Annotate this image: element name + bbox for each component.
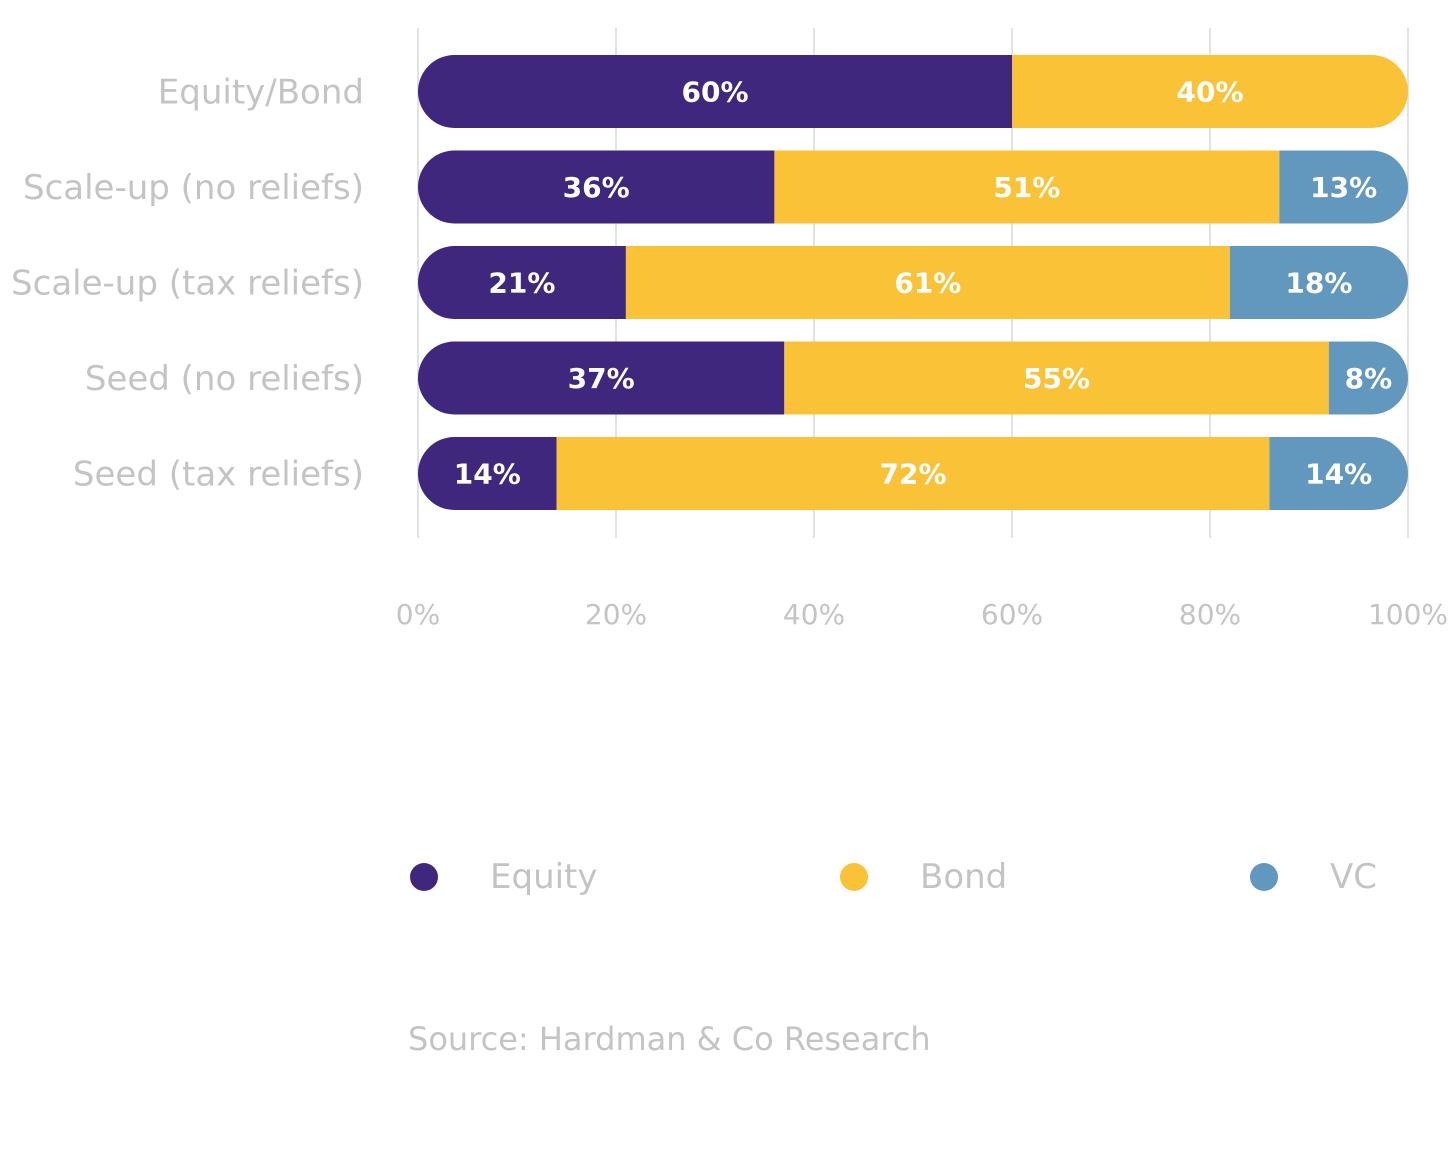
bar-vc-scale-up-no-reliefs: [1279, 150, 1408, 224]
bar-vc-seed-tax-reliefs: [1269, 437, 1408, 510]
bar-vc-scale-up-tax-reliefs: [1229, 246, 1408, 319]
bar-equity-scale-up-no-reliefs: [418, 150, 775, 224]
bar-label-bond-equity-bond: 40%: [1176, 76, 1243, 109]
bar-bond-equity-bond: [1012, 55, 1408, 128]
bar-equity-seed-no-reliefs: [418, 341, 785, 415]
category-label-seed-tax-reliefs: Seed (tax reliefs): [73, 455, 364, 495]
bar-row-equity-bond: [418, 55, 1408, 128]
bar-bond-seed-tax-reliefs: [556, 437, 1270, 510]
source-note: Source: Hardman & Co Research: [408, 1020, 931, 1058]
bar-label-vc-seed-no-reliefs: 8%: [1345, 362, 1393, 395]
category-label-scale-up-no-reliefs: Scale-up (no reliefs): [23, 168, 364, 208]
bar-label-vc-scale-up-tax-reliefs: 18%: [1285, 267, 1352, 300]
stacked-bar-chart: 60% 40% 36% 51% 13% 21% 61% 18% 37% 55% 8% 14% 72% 14…: [11, 28, 1448, 897]
bar-equity-seed-tax-reliefs: [418, 437, 557, 510]
legend-label-bond: Bond: [920, 857, 1007, 897]
bar-row-scale-up-tax-reliefs: [418, 246, 1408, 319]
bar-label-equity-seed-tax-reliefs: 14%: [454, 458, 521, 491]
x-tick-label-0: 0%: [396, 598, 440, 631]
bar-vc-seed-no-reliefs: [1328, 341, 1408, 415]
category-label-scale-up-tax-reliefs: Scale-up (tax reliefs): [11, 264, 364, 304]
bar-row-scale-up-no-reliefs: [418, 150, 1408, 224]
x-tick-label-60: 60%: [981, 598, 1043, 631]
category-label-equity-bond: Equity/Bond: [158, 73, 364, 113]
bar-row-seed-tax-reliefs: [418, 437, 1408, 510]
bar-label-bond-seed-no-reliefs: 55%: [1023, 362, 1090, 395]
bar-label-equity-scale-up-tax-reliefs: 21%: [488, 267, 555, 300]
bar-bond-scale-up-tax-reliefs: [625, 246, 1230, 319]
x-tick-label-20: 20%: [585, 598, 647, 631]
x-tick-label-100: 100%: [1368, 598, 1448, 631]
bar-label-bond-seed-tax-reliefs: 72%: [879, 458, 946, 491]
x-tick-label-80: 80%: [1179, 598, 1241, 631]
bar-label-bond-scale-up-tax-reliefs: 61%: [894, 267, 961, 300]
bar-label-equity-seed-no-reliefs: 37%: [568, 362, 635, 395]
legend-marker-bond: [840, 863, 868, 891]
bar-label-equity-equity-bond: 60%: [681, 76, 748, 109]
bar-label-vc-scale-up-no-reliefs: 13%: [1310, 171, 1377, 204]
legend-marker-vc: [1250, 863, 1278, 891]
bar-label-bond-scale-up-no-reliefs: 51%: [993, 171, 1060, 204]
legend-label-equity: Equity: [490, 857, 598, 897]
legend-label-vc: VC: [1330, 857, 1377, 897]
bar-label-equity-scale-up-no-reliefs: 36%: [563, 171, 630, 204]
bar-equity-scale-up-tax-reliefs: [418, 246, 626, 319]
bar-equity-equity-bond: [418, 55, 1012, 128]
x-tick-label-40: 40%: [783, 598, 845, 631]
bar-row-seed-no-reliefs: [418, 341, 1408, 415]
bar-bond-scale-up-no-reliefs: [774, 150, 1280, 224]
bar-label-vc-seed-tax-reliefs: 14%: [1305, 458, 1372, 491]
bar-bond-seed-no-reliefs: [784, 341, 1329, 415]
category-label-seed-no-reliefs: Seed (no reliefs): [85, 359, 364, 399]
legend-marker-equity: [410, 863, 438, 891]
